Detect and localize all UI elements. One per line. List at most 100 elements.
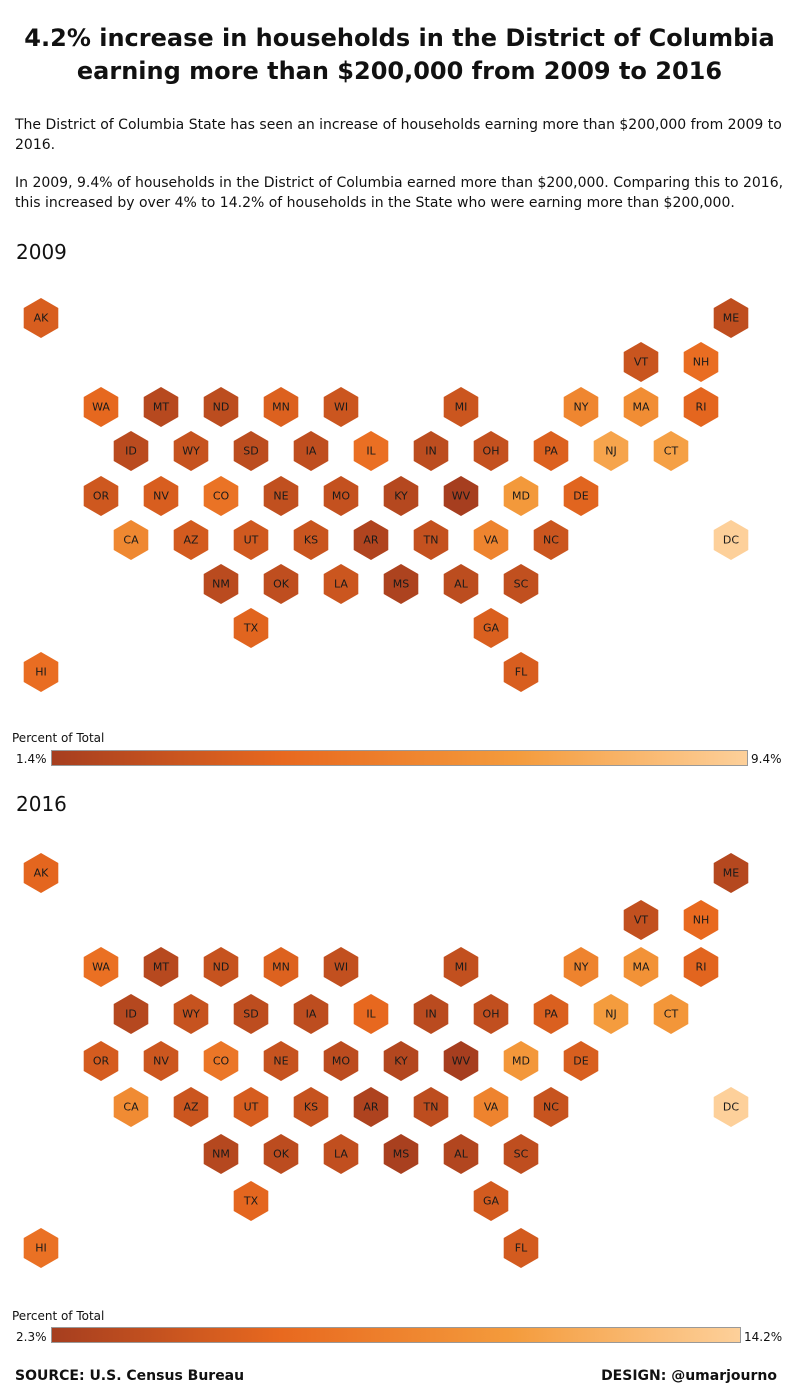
hex-tile-il[interactable]: IL: [353, 994, 389, 1034]
hex-tile-mt[interactable]: MT: [143, 387, 179, 427]
hex-tile-co[interactable]: CO: [203, 476, 239, 516]
hex-tile-oh[interactable]: OH: [473, 431, 509, 471]
hex-tile-wv[interactable]: WV: [443, 1041, 479, 1081]
hex-tile-ma[interactable]: MA: [623, 387, 659, 427]
hex-tile-hi[interactable]: HI: [23, 652, 59, 692]
hex-tile-in[interactable]: IN: [413, 431, 449, 471]
hex-tile-ok[interactable]: OK: [263, 1134, 299, 1174]
hex-tile-sc[interactable]: SC: [503, 564, 539, 604]
hex-tile-ny[interactable]: NY: [563, 947, 599, 987]
hex-tile-ga[interactable]: GA: [473, 1181, 509, 1221]
hex-tile-dc[interactable]: DC: [713, 1087, 749, 1127]
hex-tile-hi[interactable]: HI: [23, 1228, 59, 1268]
hex-tile-nv[interactable]: NV: [143, 1041, 179, 1081]
hex-tile-ks[interactable]: KS: [293, 520, 329, 560]
hex-tile-mi[interactable]: MI: [443, 947, 479, 987]
hex-tile-ca[interactable]: CA: [113, 1087, 149, 1127]
hex-tile-wi[interactable]: WI: [323, 947, 359, 987]
hex-tile-ri[interactable]: RI: [683, 947, 719, 987]
hex-tile-ny[interactable]: NY: [563, 387, 599, 427]
hex-tile-ok[interactable]: OK: [263, 564, 299, 604]
hex-tile-vt[interactable]: VT: [623, 342, 659, 382]
hex-tile-la[interactable]: LA: [323, 1134, 359, 1174]
hex-tile-de[interactable]: DE: [563, 476, 599, 516]
hex-tile-ca[interactable]: CA: [113, 520, 149, 560]
hex-tile-ar[interactable]: AR: [353, 1087, 389, 1127]
hex-tile-nd[interactable]: ND: [203, 387, 239, 427]
hex-tile-nj[interactable]: NJ: [593, 431, 629, 471]
hex-tile-wv[interactable]: WV: [443, 476, 479, 516]
hex-tile-mt[interactable]: MT: [143, 947, 179, 987]
hex-tile-id[interactable]: ID: [113, 431, 149, 471]
hex-tile-az[interactable]: AZ: [173, 1087, 209, 1127]
hex-tile-ma[interactable]: MA: [623, 947, 659, 987]
hex-tile-ia[interactable]: IA: [293, 431, 329, 471]
hex-tile-tn[interactable]: TN: [413, 520, 449, 560]
hex-tile-me[interactable]: ME: [713, 853, 749, 893]
hex-tile-oh[interactable]: OH: [473, 994, 509, 1034]
hex-tile-ne[interactable]: NE: [263, 476, 299, 516]
hex-tile-ut[interactable]: UT: [233, 520, 269, 560]
hex-tile-wy[interactable]: WY: [173, 431, 209, 471]
hex-tile-ar[interactable]: AR: [353, 520, 389, 560]
hex-tile-co[interactable]: CO: [203, 1041, 239, 1081]
hex-tile-me[interactable]: ME: [713, 298, 749, 338]
hex-tile-ks[interactable]: KS: [293, 1087, 329, 1127]
hex-tile-va[interactable]: VA: [473, 1087, 509, 1127]
hex-tile-ky[interactable]: KY: [383, 1041, 419, 1081]
hex-tile-ms[interactable]: MS: [383, 564, 419, 604]
hex-tile-dc[interactable]: DC: [713, 520, 749, 560]
hex-tile-ct[interactable]: CT: [653, 994, 689, 1034]
hex-tile-id[interactable]: ID: [113, 994, 149, 1034]
hex-tile-ri[interactable]: RI: [683, 387, 719, 427]
hex-tile-nc[interactable]: NC: [533, 1087, 569, 1127]
hex-tile-ia[interactable]: IA: [293, 994, 329, 1034]
hex-tile-nj[interactable]: NJ: [593, 994, 629, 1034]
hex-tile-fl[interactable]: FL: [503, 1228, 539, 1268]
hex-tile-tx[interactable]: TX: [233, 1181, 269, 1221]
hex-tile-nd[interactable]: ND: [203, 947, 239, 987]
hex-tile-mo[interactable]: MO: [323, 1041, 359, 1081]
hex-tile-wa[interactable]: WA: [83, 387, 119, 427]
hex-tile-nm[interactable]: NM: [203, 564, 239, 604]
hex-tile-or[interactable]: OR: [83, 476, 119, 516]
hex-tile-wa[interactable]: WA: [83, 947, 119, 987]
hex-tile-al[interactable]: AL: [443, 564, 479, 604]
hex-tile-de[interactable]: DE: [563, 1041, 599, 1081]
hex-tile-ky[interactable]: KY: [383, 476, 419, 516]
hex-tile-in[interactable]: IN: [413, 994, 449, 1034]
hex-tile-ak[interactable]: AK: [23, 298, 59, 338]
hex-tile-ga[interactable]: GA: [473, 608, 509, 648]
hex-tile-mi[interactable]: MI: [443, 387, 479, 427]
hex-tile-md[interactable]: MD: [503, 1041, 539, 1081]
hex-tile-wy[interactable]: WY: [173, 994, 209, 1034]
hex-tile-ut[interactable]: UT: [233, 1087, 269, 1127]
hex-tile-vt[interactable]: VT: [623, 900, 659, 940]
hex-tile-il[interactable]: IL: [353, 431, 389, 471]
hex-tile-mo[interactable]: MO: [323, 476, 359, 516]
hex-tile-nc[interactable]: NC: [533, 520, 569, 560]
hex-tile-ms[interactable]: MS: [383, 1134, 419, 1174]
hex-tile-ct[interactable]: CT: [653, 431, 689, 471]
hex-tile-va[interactable]: VA: [473, 520, 509, 560]
hex-tile-nv[interactable]: NV: [143, 476, 179, 516]
hex-tile-tx[interactable]: TX: [233, 608, 269, 648]
hex-tile-nh[interactable]: NH: [683, 900, 719, 940]
hex-tile-ne[interactable]: NE: [263, 1041, 299, 1081]
hex-tile-fl[interactable]: FL: [503, 652, 539, 692]
hex-tile-nh[interactable]: NH: [683, 342, 719, 382]
hex-tile-mn[interactable]: MN: [263, 947, 299, 987]
hex-tile-pa[interactable]: PA: [533, 431, 569, 471]
hex-tile-ak[interactable]: AK: [23, 853, 59, 893]
hex-tile-md[interactable]: MD: [503, 476, 539, 516]
hex-tile-or[interactable]: OR: [83, 1041, 119, 1081]
hex-tile-az[interactable]: AZ: [173, 520, 209, 560]
hex-tile-sd[interactable]: SD: [233, 994, 269, 1034]
hex-tile-al[interactable]: AL: [443, 1134, 479, 1174]
hex-tile-mn[interactable]: MN: [263, 387, 299, 427]
hex-tile-tn[interactable]: TN: [413, 1087, 449, 1127]
hex-tile-nm[interactable]: NM: [203, 1134, 239, 1174]
hex-tile-sc[interactable]: SC: [503, 1134, 539, 1174]
hex-tile-sd[interactable]: SD: [233, 431, 269, 471]
hex-tile-pa[interactable]: PA: [533, 994, 569, 1034]
